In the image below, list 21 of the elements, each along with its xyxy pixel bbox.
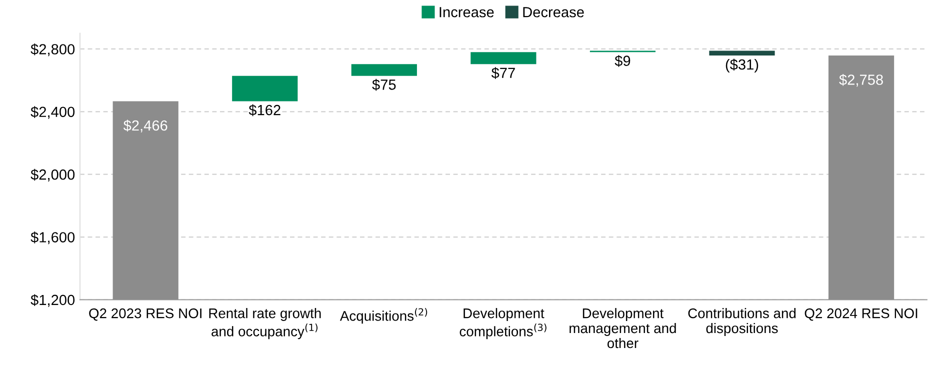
data-label: ($31) (726, 58, 758, 73)
y-tick-label: $1,600 (30, 232, 75, 244)
x-tick-label: Development management and other (570, 308, 676, 348)
x-tick-label: Q2 2024 RES NOI (804, 308, 918, 321)
data-label: $162 (248, 104, 280, 116)
y-tick-label: $2,000 (30, 168, 75, 182)
legend-label: Increase (440, 7, 494, 18)
y-tick-label: $2,800 (30, 43, 75, 56)
x-tick-label: Development completions$^{(3)}$ (460, 308, 546, 340)
legend-label: Decrease (523, 7, 584, 18)
data-label: $75 (372, 78, 396, 91)
x-tick-label: Contributions and dispositions (688, 308, 796, 336)
y-tick-label: $1,200 (30, 294, 75, 307)
x-tick-label: Rental rate growth and occupancy$^{(1)}$ (209, 308, 321, 340)
x-tick-label: Acquisitions$^{(2)}$ (340, 308, 428, 324)
data-label: $9 (614, 55, 630, 67)
data-label: $77 (491, 67, 515, 79)
data-label: $2,466 (123, 120, 168, 132)
y-tick-label: $2,400 (30, 106, 75, 119)
data-label: $2,758 (839, 74, 883, 87)
x-tick-label: Q2 2023 RES NOI (89, 308, 202, 321)
